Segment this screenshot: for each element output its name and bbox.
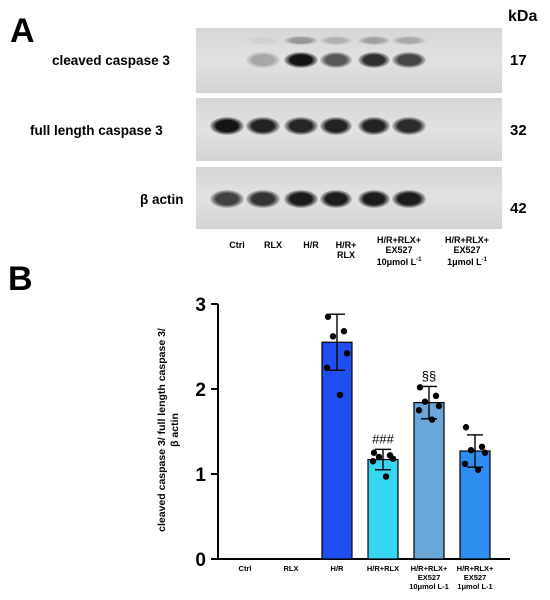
cleaved-faint-band-2: [246, 36, 280, 45]
blot-label-cleaved: cleaved caspase 3: [52, 53, 170, 68]
cleaved-band-6: [392, 52, 426, 68]
error-bars: [329, 313, 483, 471]
x-tick-label-6-2: EX527: [464, 573, 487, 582]
data-point-5-3: [421, 398, 429, 405]
x-tick-label-2-1: RLX: [284, 564, 299, 573]
cleaved-faint-band-4: [320, 36, 352, 45]
x-tick-label-5-3: 10μmol L-1: [409, 582, 449, 591]
data-point-6-4: [481, 449, 489, 456]
data-point-4-5: [369, 458, 377, 465]
data-point-3-2: [340, 328, 348, 335]
blot-beta-actin: [196, 167, 502, 229]
bar-5: [413, 402, 445, 560]
y-tick-label-3: 3: [195, 295, 206, 316]
blot-cleaved-caspase-3: [196, 28, 502, 93]
lane-label-ctrl: Ctrl: [229, 240, 245, 250]
y-axis-label: cleaved caspase 3/ full length caspase 3…: [156, 328, 168, 532]
data-point-6-1: [462, 424, 470, 431]
full-length-band-5: [358, 117, 390, 135]
full-length-band-2: [246, 117, 280, 135]
cleaved-faint-band-3: [284, 36, 318, 45]
kda-value-full-length: 32: [510, 122, 527, 139]
lane-label-hr-rlx-ex527-1: H/R+RLX+ EX527 1μmol L-1: [444, 235, 489, 267]
data-point-3-6: [336, 391, 344, 399]
actin-band-5: [358, 190, 390, 208]
bar-3: [321, 341, 353, 560]
cleaved-faint-band-5: [358, 36, 390, 45]
lane-label-hr-rlx-ex527-10: H/R+RLX+ EX527 10μmol L-1: [376, 235, 422, 267]
data-point-3-5: [323, 364, 331, 371]
blot-label-actin: β actin: [140, 192, 184, 207]
data-point-3-3: [329, 333, 337, 340]
significance-annotations: ### §§: [372, 368, 436, 446]
lane-label-hr-rlx: H/R+ RLX: [335, 240, 357, 260]
data-point-4-1: [370, 449, 378, 456]
data-point-6-5: [461, 460, 469, 467]
data-point-4-3: [375, 453, 383, 461]
data-point-3-1: [324, 313, 332, 320]
cleaved-faint-band-6: [392, 36, 426, 45]
bar-4: [367, 458, 399, 560]
actin-band-1: [210, 190, 244, 208]
full-length-band-4: [320, 117, 352, 135]
annotation-4: ###: [372, 431, 394, 446]
data-point-5-6: [428, 416, 436, 423]
panel-a-letter: A: [10, 12, 35, 50]
x-tick-label-4-1: H/R+RLX: [367, 564, 399, 573]
data-point-6-6: [474, 466, 482, 473]
data-point-6-3: [467, 447, 475, 454]
data-point-5-1: [416, 384, 424, 391]
x-tick-label-5-2: EX527: [418, 573, 441, 582]
lane-label-hr: H/R: [303, 240, 319, 250]
kda-value-cleaved: 17: [510, 52, 527, 69]
x-tick-label-5-1: H/R+RLX+: [411, 564, 448, 573]
data-point-5-5: [415, 407, 423, 414]
x-tick-label-1-1: Ctrl: [239, 564, 252, 573]
data-point-4-6: [382, 473, 390, 480]
kda-header: kDa: [508, 8, 538, 25]
data-point-4-4: [389, 455, 397, 462]
x-tick-label-6-1: H/R+RLX+: [457, 564, 494, 573]
full-length-band-6: [392, 117, 426, 135]
y-tick-label-2: 2: [195, 380, 206, 401]
cleaved-band-2: [246, 52, 280, 68]
blot-label-full-length: full length caspase 3: [30, 123, 163, 138]
y-tick-label-0: 0: [195, 550, 206, 571]
bars: [321, 341, 491, 560]
cleaved-band-4: [320, 52, 352, 68]
y-tick-label-1: 1: [195, 465, 206, 486]
actin-band-3: [284, 190, 318, 208]
x-tick-label-3-1: H/R: [331, 564, 345, 573]
data-point-5-4: [435, 402, 443, 410]
actin-band-4: [320, 190, 352, 208]
data-point-3-4: [343, 350, 351, 357]
x-tick-label-6-3: 1μmol L-1: [457, 582, 492, 591]
full-length-band-3: [284, 117, 318, 135]
cleaved-band-5: [358, 52, 390, 68]
data-point-5-2: [432, 392, 440, 399]
full-length-band-1: [210, 117, 244, 135]
kda-value-actin: 42: [510, 200, 527, 217]
data-point-6-2: [478, 443, 486, 450]
annotation-5: §§: [422, 368, 436, 383]
panel-b-letter: B: [8, 260, 33, 298]
data-points: [323, 313, 489, 480]
actin-band-2: [246, 190, 280, 208]
y-axis-label-line2: β actin: [169, 413, 181, 447]
blot-full-length-caspase-3: [196, 98, 502, 161]
actin-band-6: [392, 190, 426, 208]
cleaved-band-3: [284, 52, 318, 68]
lane-label-rlx: RLX: [264, 240, 282, 250]
